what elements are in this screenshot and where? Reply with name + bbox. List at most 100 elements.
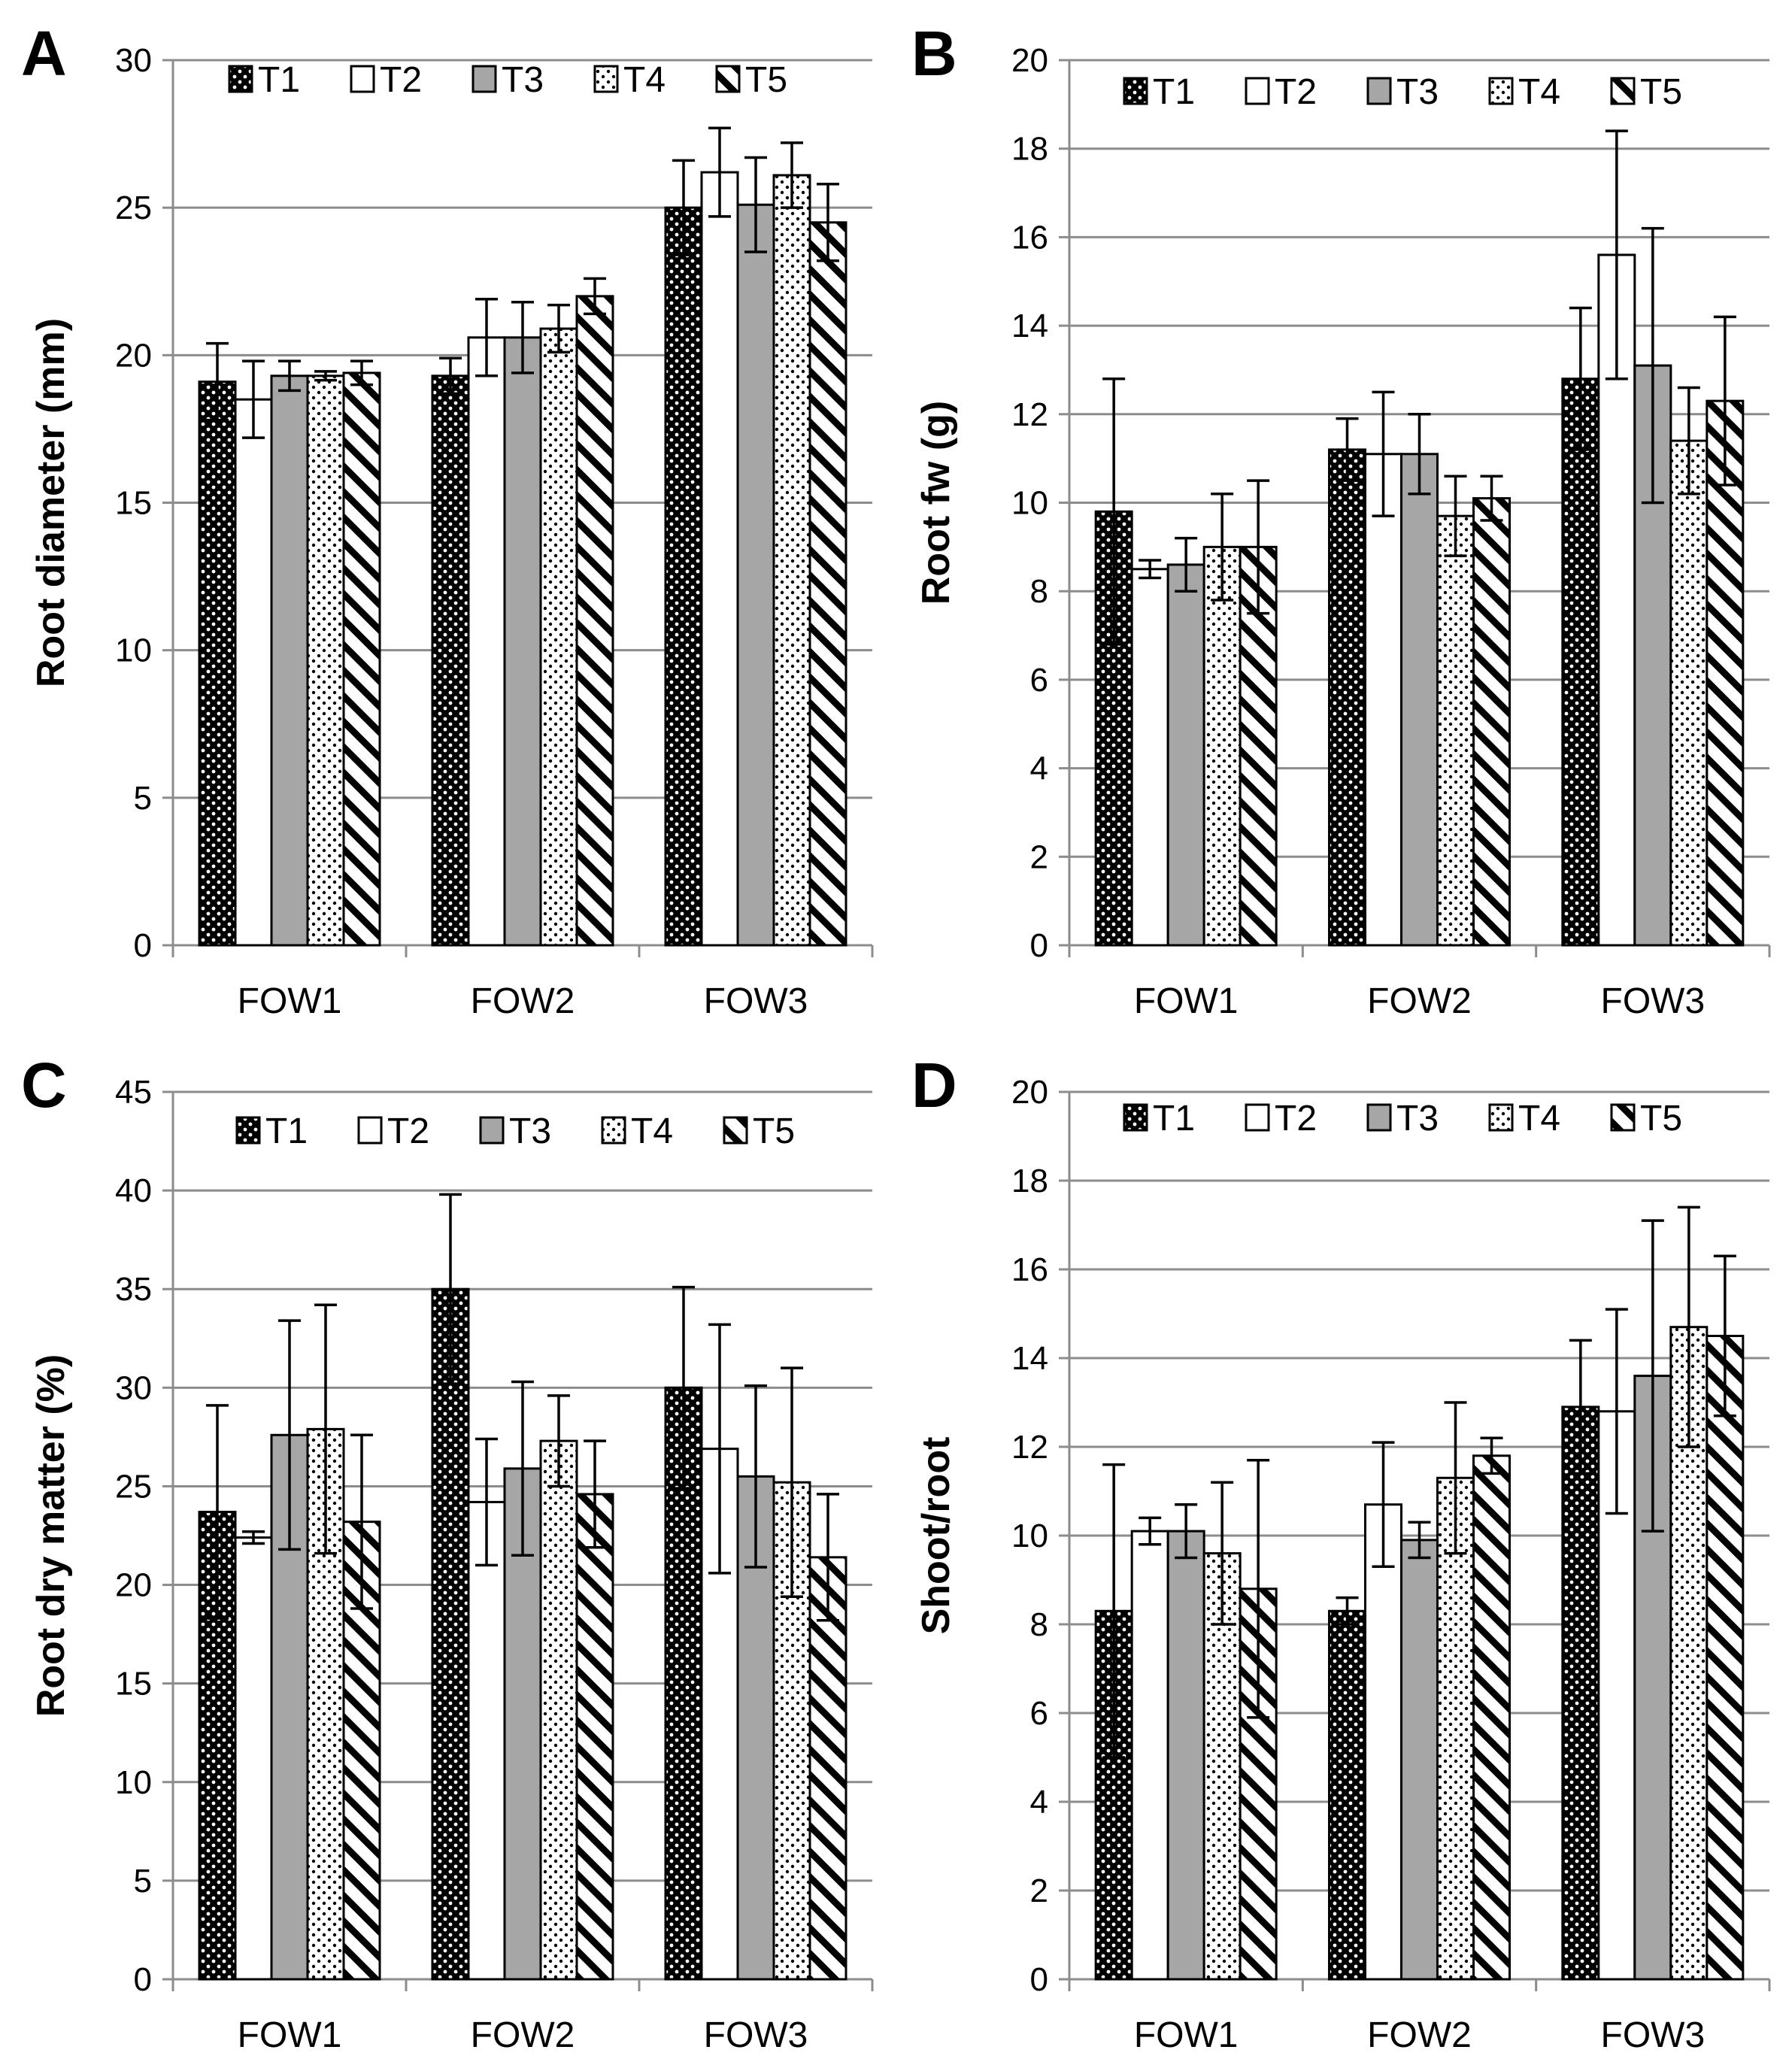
error-bar-t2 (1605, 1308, 1628, 1515)
legend-swatch-t1 (1123, 77, 1148, 105)
error-bar-t2 (1372, 390, 1395, 517)
error-bar-t3 (744, 156, 767, 253)
error-bar-t5 (1713, 315, 1736, 487)
bar-t5 (1706, 399, 1745, 947)
x-tick-label: FOW1 (238, 2015, 342, 2055)
error-bar-t4 (1211, 492, 1234, 602)
y-axis-title: Root dry matter (%) (29, 1354, 73, 1717)
error-bar-t1 (206, 341, 229, 422)
y-tick-label: 45 (115, 1074, 152, 1111)
y-tick-label: 0 (134, 1961, 152, 1998)
error-bar-t3 (1641, 226, 1664, 505)
x-tick-label: FOW1 (238, 981, 342, 1021)
y-tick-label: 25 (115, 190, 152, 226)
legend-label-t4: T4 (1518, 72, 1560, 112)
error-bar-t4 (781, 141, 803, 209)
bar-t4 (1202, 545, 1242, 947)
error-bar-t2 (242, 359, 265, 439)
x-tick-label: FOW3 (1601, 981, 1706, 1021)
legend-label-t1: T1 (258, 60, 300, 100)
y-tick-label: 0 (1030, 1961, 1048, 1998)
y-tick-label: 20 (1011, 42, 1048, 79)
error-bar-t2 (708, 126, 731, 218)
error-bar-t3 (278, 359, 301, 393)
legend-label-t5: T5 (1640, 1099, 1682, 1139)
panel-letter: A (21, 18, 67, 89)
bar-t4 (1669, 439, 1709, 947)
y-tick-label: 16 (1011, 219, 1048, 256)
error-bar-t1 (1569, 306, 1592, 451)
legend-label-t4: T4 (623, 60, 666, 100)
legend-label-t4: T4 (1518, 1099, 1560, 1139)
bar-t1 (1561, 378, 1600, 947)
error-bar-t4 (1677, 1205, 1700, 1448)
bar-t2 (1364, 453, 1402, 947)
legend-swatch-t5 (715, 65, 741, 93)
y-tick-label: 0 (134, 927, 152, 964)
legend: T1 T2 T3 T4 T5 (228, 60, 787, 100)
y-tick-label: 40 (115, 1172, 152, 1209)
y-tick-label: 4 (1030, 750, 1048, 787)
legend-swatch-t3 (1366, 77, 1392, 105)
error-bar-t4 (1444, 1401, 1467, 1555)
bar-t2 (1130, 1530, 1169, 1981)
error-bar-t3 (278, 1319, 301, 1551)
bar-t1 (1561, 1405, 1600, 1981)
chart-panel-a: 0 5 10 15 20 25 30 FOW1 FOW2 FOW3 T1 T2 T3 T4 T5 Root d… (21, 18, 874, 1021)
legend-swatch-t1 (1123, 1103, 1148, 1132)
bar-t1 (198, 381, 237, 947)
x-tick-label: FOW2 (471, 2015, 575, 2055)
error-bar-t3 (511, 1380, 534, 1557)
y-tick-label: 12 (1011, 1429, 1048, 1466)
bar-t3 (503, 336, 542, 947)
error-bar-t4 (547, 303, 570, 354)
panel-letter: B (911, 18, 957, 89)
y-tick-label: 0 (1030, 927, 1048, 964)
chart-panel-b: 0 2 4 6 8 10 12 14 16 18 20 FOW1 FOW2 FOW3 T1 T2 T3 T4 T5 R… (911, 18, 1771, 1021)
bar-t2 (1130, 568, 1169, 947)
error-bar-t5 (350, 1433, 373, 1610)
error-bar-t3 (511, 300, 534, 374)
bar-t3 (1166, 1530, 1205, 1981)
error-bar-t1 (439, 356, 462, 396)
y-tick-label: 30 (115, 1369, 152, 1406)
y-tick-label: 25 (115, 1468, 152, 1505)
bar-t1 (1328, 1609, 1366, 1981)
y-tick-label: 8 (1030, 573, 1048, 610)
legend-label-t3: T3 (502, 60, 544, 100)
bar-t1 (431, 1287, 470, 1981)
error-bar-t2 (708, 1323, 731, 1575)
legend-label-t1: T1 (1153, 1099, 1195, 1139)
legend-label-t3: T3 (509, 1111, 551, 1151)
legend-swatch-t1 (228, 65, 253, 93)
error-bar-t3 (744, 1384, 767, 1569)
error-bar-t3 (1175, 1502, 1198, 1560)
legend-swatch-t1 (235, 1116, 261, 1145)
error-bar-t5 (1480, 1436, 1503, 1475)
error-bar-t2 (475, 298, 498, 378)
error-bar-t4 (781, 1366, 803, 1599)
bar-t3 (1400, 453, 1439, 947)
panel-letter: D (911, 1050, 957, 1120)
y-tick-label: 10 (115, 632, 152, 669)
y-axis-title: Shoot/root (914, 1437, 958, 1635)
legend: T1 T2 T3 T4 T5 (235, 1111, 795, 1151)
legend-label-t3: T3 (1396, 72, 1439, 112)
y-tick-label: 10 (115, 1764, 152, 1801)
bar-t4 (1436, 514, 1475, 947)
error-bar-t5 (1713, 1254, 1736, 1418)
bar-t5 (575, 295, 614, 947)
error-bar-t2 (1139, 559, 1162, 580)
error-bar-t5 (350, 359, 373, 387)
bar-t2 (234, 398, 273, 947)
error-bar-t4 (314, 1303, 337, 1555)
y-tick-label: 18 (1011, 131, 1048, 168)
y-tick-label: 18 (1011, 1163, 1048, 1199)
error-bar-t2 (242, 1530, 265, 1545)
error-bar-t1 (672, 1285, 695, 1490)
y-tick-label: 15 (115, 485, 152, 522)
legend-label-t3: T3 (1396, 1099, 1439, 1139)
y-tick-label: 15 (115, 1666, 152, 1703)
legend-swatch-t3 (471, 65, 497, 93)
